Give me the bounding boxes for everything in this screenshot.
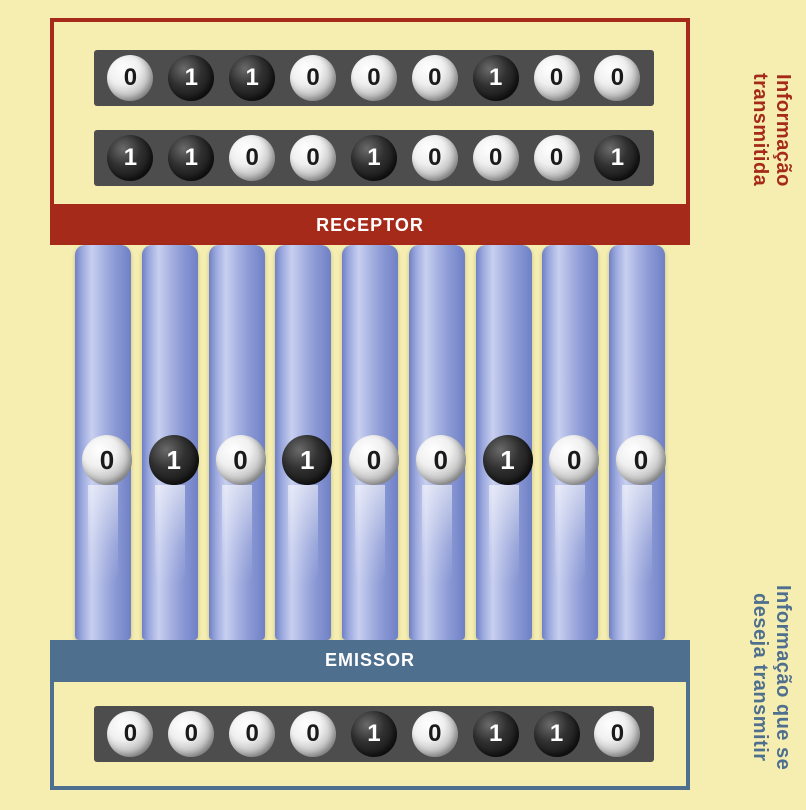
bit-ball: 1 — [229, 55, 275, 101]
bit-ball: 0 — [290, 135, 336, 181]
bit-ball: 1 — [534, 711, 580, 757]
bit-ball: 0 — [216, 435, 266, 485]
motion-trail — [355, 485, 385, 585]
emisor-label: EMISSOR — [325, 650, 415, 671]
motion-trail — [555, 485, 585, 585]
motion-trail — [222, 485, 252, 585]
receptor-label-bar: RECEPTOR — [50, 205, 690, 245]
bit-ball: 1 — [351, 135, 397, 181]
bit-ball: 0 — [349, 435, 399, 485]
receptor-panel: 011000100 110010001 — [50, 18, 690, 208]
transmission-tubes: 010100100 — [75, 245, 665, 640]
tube: 0 — [409, 245, 465, 640]
bit-ball: 0 — [107, 55, 153, 101]
bit-ball: 0 — [412, 55, 458, 101]
receptor-bit-row-1: 011000100 — [94, 50, 654, 106]
bit-ball: 1 — [168, 135, 214, 181]
bit-ball: 0 — [594, 55, 640, 101]
bit-ball: 1 — [483, 435, 533, 485]
bit-ball: 1 — [282, 435, 332, 485]
tube: 1 — [142, 245, 198, 640]
bit-ball: 0 — [534, 55, 580, 101]
tube: 0 — [75, 245, 131, 640]
bit-ball: 0 — [107, 711, 153, 757]
bit-ball: 0 — [616, 435, 666, 485]
emisor-label-bar: EMISSOR — [50, 640, 690, 680]
tube: 0 — [542, 245, 598, 640]
motion-trail — [489, 485, 519, 585]
bit-ball: 0 — [229, 135, 275, 181]
bit-ball: 1 — [168, 55, 214, 101]
motion-trail — [288, 485, 318, 585]
motion-trail — [622, 485, 652, 585]
emisor-panel: 000010110 — [50, 678, 690, 790]
bit-ball: 0 — [351, 55, 397, 101]
bit-ball: 0 — [412, 135, 458, 181]
bit-ball: 1 — [473, 711, 519, 757]
bit-ball: 0 — [290, 711, 336, 757]
bit-ball: 0 — [534, 135, 580, 181]
side-label-transmitted: Informação transmitida — [748, 20, 794, 240]
bit-ball: 0 — [168, 711, 214, 757]
bit-ball: 1 — [594, 135, 640, 181]
bit-ball: 0 — [290, 55, 336, 101]
bit-ball: 0 — [412, 711, 458, 757]
motion-trail — [88, 485, 118, 585]
motion-trail — [155, 485, 185, 585]
bit-ball: 0 — [82, 435, 132, 485]
bit-ball: 0 — [473, 135, 519, 181]
bit-ball: 0 — [229, 711, 275, 757]
tube: 1 — [275, 245, 331, 640]
bit-ball: 1 — [149, 435, 199, 485]
receptor-bit-row-2: 110010001 — [94, 130, 654, 186]
tube: 0 — [342, 245, 398, 640]
tube: 0 — [209, 245, 265, 640]
emisor-bit-row: 000010110 — [94, 706, 654, 762]
bit-ball: 0 — [549, 435, 599, 485]
motion-trail — [422, 485, 452, 585]
bit-ball: 1 — [107, 135, 153, 181]
bit-ball: 1 — [351, 711, 397, 757]
side-label-desired: Informação que se deseja transmitir — [748, 560, 794, 795]
bit-ball: 0 — [416, 435, 466, 485]
tube: 0 — [609, 245, 665, 640]
bit-ball: 1 — [473, 55, 519, 101]
receptor-label: RECEPTOR — [316, 215, 424, 236]
diagram-canvas: { "colors": { "background": "#f5eeb0", "… — [0, 0, 806, 810]
bit-ball: 0 — [594, 711, 640, 757]
tube: 1 — [476, 245, 532, 640]
